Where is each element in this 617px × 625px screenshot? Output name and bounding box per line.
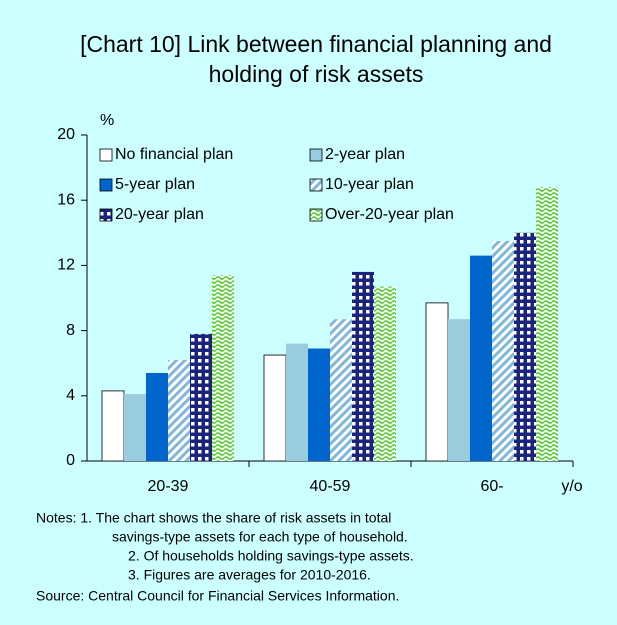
y-unit: % [100,112,114,129]
chart-title: holding of risk assets [209,61,424,87]
bar [536,187,558,461]
bar [212,275,234,461]
note: Notes: 1. The chart shows the share of r… [36,510,391,526]
legend-label: 2-year plan [325,146,405,163]
legend-label: 10-year plan [325,176,414,193]
legend-label: 5-year plan [115,176,195,193]
legend-swatch [99,208,113,222]
y-tick-label: 8 [66,322,75,339]
chart-title: [Chart 10] Link between financial planni… [80,31,552,57]
bar [448,319,470,461]
bar [101,390,125,462]
x-tick-label: 40-59 [310,478,351,495]
bar [168,359,190,461]
note: 2. Of households holding savings-type as… [128,548,414,564]
bar [492,240,514,461]
bar [330,319,352,461]
legend-label: Over-20-year plan [325,206,454,223]
y-tick-label: 12 [57,257,75,274]
legend-swatch [309,148,323,162]
note: savings-type assets for each type of hou… [112,529,408,545]
y-tick-label: 20 [57,126,75,143]
bar [352,271,374,461]
note: 3. Figures are averages for 2010-2016. [128,567,371,583]
x-tick-label: 60- [480,478,503,495]
bar [425,302,449,462]
bar [308,348,330,461]
legend-swatch [99,148,113,162]
bar [514,232,536,461]
x-unit: y/o [561,478,582,495]
bar [124,394,146,461]
legend-swatch [309,208,323,222]
bar [190,333,212,461]
bar [263,354,287,462]
note: Source: Central Council for Financial Se… [36,588,399,604]
bar [146,372,168,461]
legend-swatch [309,178,323,192]
bar [374,286,396,461]
y-tick-label: 16 [57,191,75,208]
bar [470,255,492,461]
legend-label: No financial plan [115,146,233,163]
y-tick-label: 4 [66,387,75,404]
x-tick-label: 20-39 [148,478,189,495]
y-tick-label: 0 [66,452,75,469]
legend-swatch [99,178,113,192]
legend-label: 20-year plan [115,206,204,223]
bar [286,343,308,461]
